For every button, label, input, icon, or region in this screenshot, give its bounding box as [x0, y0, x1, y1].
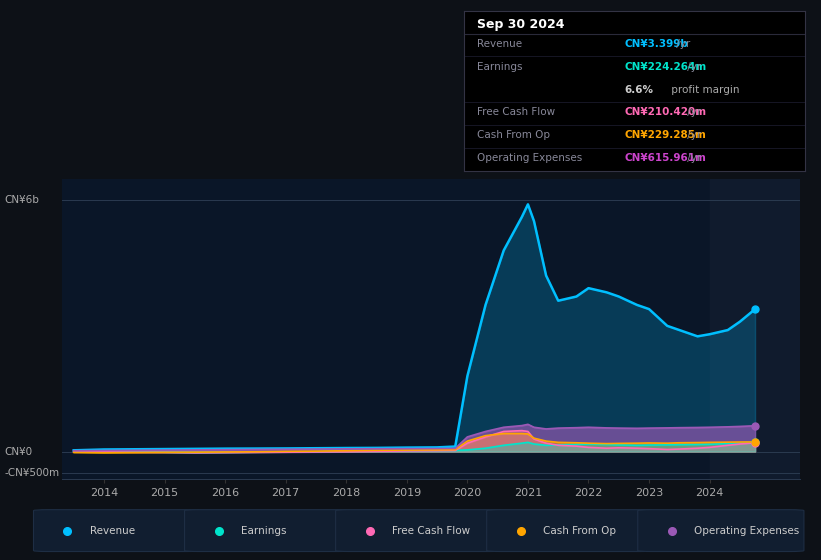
Bar — [709, 179, 800, 479]
Text: CN¥6b: CN¥6b — [4, 195, 39, 205]
Text: /yr: /yr — [684, 153, 701, 163]
Text: -CN¥500m: -CN¥500m — [4, 468, 59, 478]
Text: CN¥3.399b: CN¥3.399b — [624, 39, 688, 49]
Text: Operating Expenses: Operating Expenses — [695, 526, 800, 535]
Text: Cash From Op: Cash From Op — [478, 130, 551, 141]
Text: Earnings: Earnings — [478, 62, 523, 72]
Text: profit margin: profit margin — [668, 85, 740, 95]
Text: /yr: /yr — [684, 108, 701, 118]
Text: CN¥0: CN¥0 — [4, 446, 32, 456]
Text: Cash From Op: Cash From Op — [544, 526, 617, 535]
FancyBboxPatch shape — [638, 510, 804, 552]
Text: /yr: /yr — [684, 130, 701, 141]
Text: CN¥210.420m: CN¥210.420m — [624, 108, 706, 118]
Text: CN¥615.961m: CN¥615.961m — [624, 153, 706, 163]
Text: CN¥224.264m: CN¥224.264m — [624, 62, 706, 72]
Text: 6.6%: 6.6% — [624, 85, 653, 95]
Text: /yr: /yr — [673, 39, 690, 49]
FancyBboxPatch shape — [34, 510, 200, 552]
Text: Operating Expenses: Operating Expenses — [478, 153, 583, 163]
FancyBboxPatch shape — [185, 510, 351, 552]
Text: CN¥229.285m: CN¥229.285m — [624, 130, 706, 141]
FancyBboxPatch shape — [336, 510, 502, 552]
FancyBboxPatch shape — [487, 510, 653, 552]
Text: Free Cash Flow: Free Cash Flow — [478, 108, 556, 118]
Text: Revenue: Revenue — [90, 526, 135, 535]
Text: Sep 30 2024: Sep 30 2024 — [478, 17, 565, 31]
Text: Earnings: Earnings — [241, 526, 287, 535]
Text: Free Cash Flow: Free Cash Flow — [392, 526, 470, 535]
Text: Revenue: Revenue — [478, 39, 523, 49]
Text: /yr: /yr — [684, 62, 701, 72]
